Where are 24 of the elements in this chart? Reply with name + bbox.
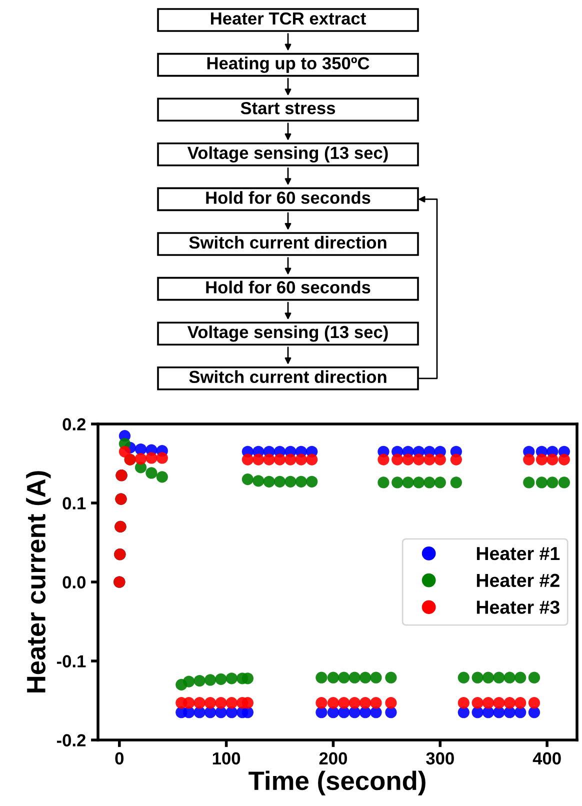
text: Heater TCR extract [211, 12, 366, 25]
x-tick-label: 400 [532, 752, 561, 765]
x-tick-label: 200 [319, 752, 347, 765]
text: Heating up to 350ºC [207, 56, 370, 73]
text: Hold for 60 seconds [206, 280, 370, 294]
x-axis-title: Time (second) [248, 770, 426, 796]
y-tick-label: -0.1 [56, 655, 86, 668]
legend-label: Heater #1 [476, 547, 560, 560]
y-tick-label: 0.0 [62, 576, 86, 588]
y-axis-title: Heater current (A) [26, 471, 51, 692]
text: Switch current direction [189, 236, 386, 249]
x-tick-label: 0 [115, 752, 124, 765]
text: Voltage sensing (13 sec) [187, 325, 388, 342]
y-tick-label: 0.2 [62, 418, 86, 430]
text: Start stress [240, 102, 336, 114]
text: Hold for 60 seconds [206, 191, 370, 204]
y-tick-label: 0.1 [62, 497, 86, 510]
y-tick-label: -0.2 [56, 734, 86, 746]
x-tick-label: 300 [426, 752, 454, 765]
text: Switch current direction [189, 370, 386, 384]
text: Voltage sensing (13 sec) [187, 146, 388, 163]
legend-label: Heater #3 [476, 600, 560, 614]
legend-label: Heater #2 [476, 574, 560, 588]
x-tick-label: 100 [212, 752, 240, 765]
